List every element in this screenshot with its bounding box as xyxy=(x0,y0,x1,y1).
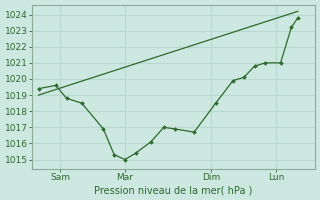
X-axis label: Pression niveau de la mer( hPa ): Pression niveau de la mer( hPa ) xyxy=(94,185,253,195)
